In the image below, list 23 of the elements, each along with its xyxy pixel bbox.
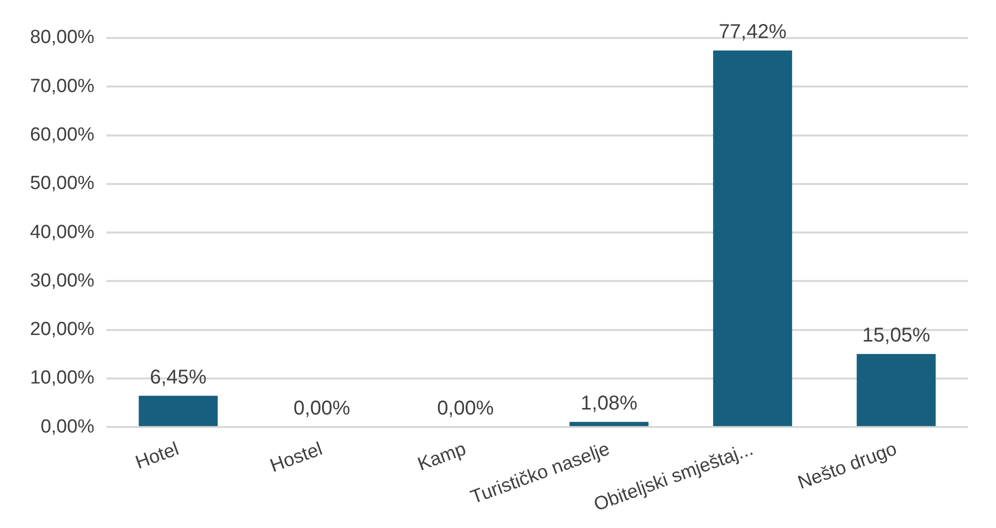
y-tick-label: 30,00% (30, 270, 95, 292)
bar (138, 396, 218, 426)
data-label: 0,00% (437, 398, 494, 420)
bar (713, 50, 792, 426)
bar (570, 422, 649, 426)
y-tick-label: 40,00% (30, 222, 95, 243)
x-tick-label: Nešto drugo (795, 438, 900, 494)
data-label: 1,08% (580, 392, 638, 414)
data-label: 77,42% (718, 21, 787, 44)
y-tick-label: 80,00% (30, 27, 95, 48)
x-tick-label: Kamp (415, 438, 469, 476)
y-tick-label: 20,00% (30, 319, 95, 340)
y-tick-label: 60,00% (30, 124, 95, 146)
data-label: 15,05% (862, 324, 930, 346)
x-tick-label: Hostel (268, 438, 326, 477)
y-tick-label: 10,00% (30, 368, 95, 389)
data-label: 6,45% (150, 366, 207, 388)
y-tick-label: 0,00% (40, 416, 95, 438)
x-tick-label: Hotel (132, 438, 182, 474)
data-label: 0,00% (293, 398, 350, 420)
bar (856, 354, 936, 426)
y-tick-label: 70,00% (30, 76, 95, 97)
y-tick-label: 50,00% (30, 173, 95, 194)
